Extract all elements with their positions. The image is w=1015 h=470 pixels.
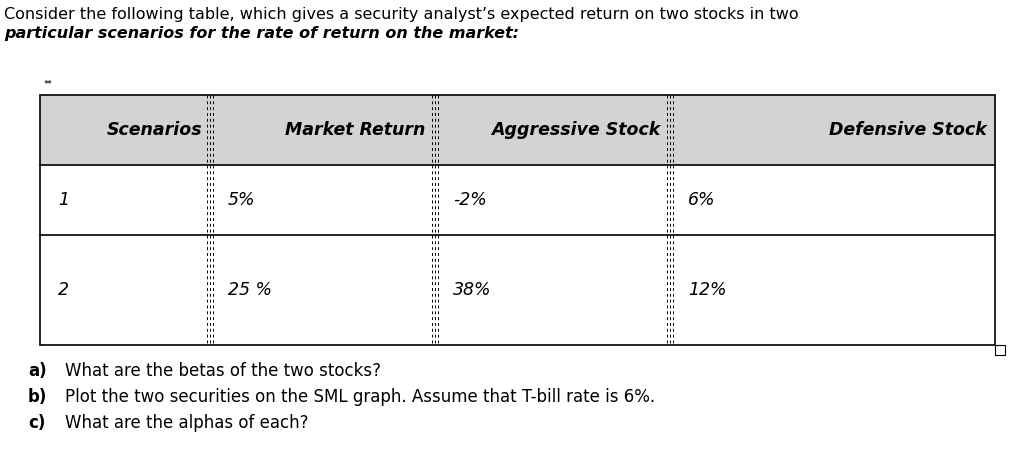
Text: 5%: 5% [228,191,256,209]
Text: Aggressive Stock: Aggressive Stock [490,121,660,139]
Bar [40,165,995,235]
Text: a): a) [28,362,47,380]
Text: Defensive Stock: Defensive Stock [829,121,987,139]
Text: 38%: 38% [453,281,491,299]
Text: ⬌: ⬌ [44,77,52,87]
Text: particular scenarios for the rate of return on the market:: particular scenarios for the rate of ret… [4,26,519,41]
Text: Market Return: Market Return [284,121,425,139]
Text: 25 %: 25 % [228,281,272,299]
Bar [40,235,995,345]
Text: 12%: 12% [688,281,727,299]
Text: What are the betas of the two stocks?: What are the betas of the two stocks? [65,362,381,380]
Text: 1: 1 [58,191,69,209]
Text: c): c) [28,414,46,432]
Text: -2%: -2% [453,191,487,209]
Bar [995,345,1005,355]
Text: 6%: 6% [688,191,716,209]
Bar [40,95,995,165]
Text: 2: 2 [58,281,69,299]
Text: Scenarios: Scenarios [107,121,202,139]
Bar [40,95,995,345]
Text: What are the alphas of each?: What are the alphas of each? [65,414,309,432]
Text: Plot the two securities on the SML graph. Assume that T-bill rate is 6%.: Plot the two securities on the SML graph… [65,388,655,406]
Text: Consider the following table, which gives a security analyst’s expected return o: Consider the following table, which give… [4,7,799,22]
Text: b): b) [28,388,48,406]
